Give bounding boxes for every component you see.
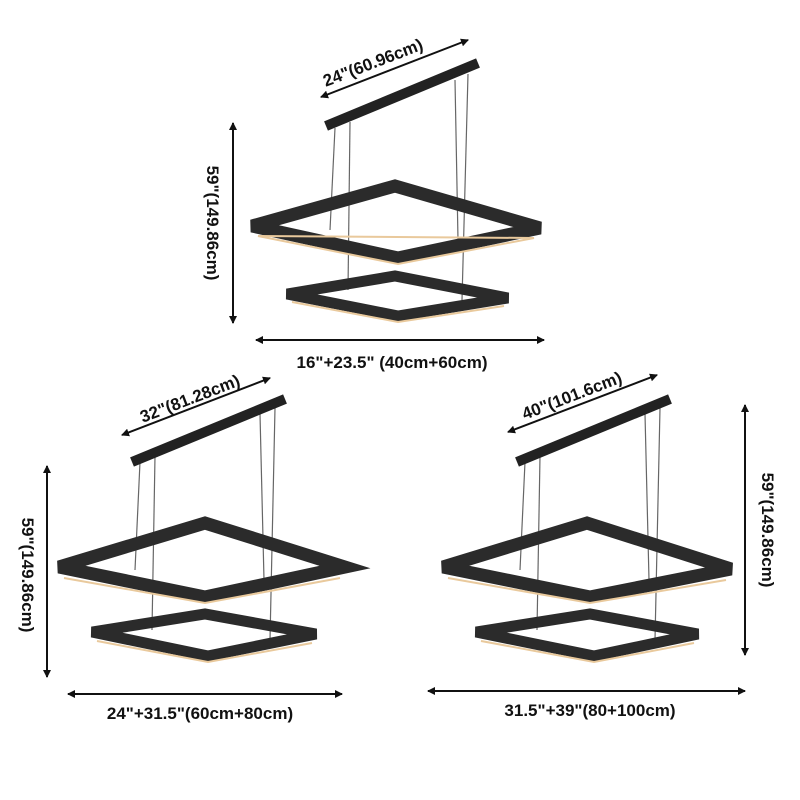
canopy-dimension-arrow [121, 376, 271, 437]
upper-frame-glow [447, 577, 727, 605]
lower-frame-glow [480, 640, 695, 664]
height-dimension-label: 59"(149.86cm) [758, 473, 777, 588]
lower-frame [90, 608, 318, 662]
width-dimension-label: 16"+23.5" (40cm+60cm) [297, 353, 488, 372]
upper-frame [441, 516, 733, 604]
lower-frame [474, 608, 700, 662]
lower-frame-glow [291, 301, 505, 324]
lamp-large [441, 394, 733, 664]
wires [329, 73, 469, 301]
canopy-dimension-label: 40"(101.6cm) [519, 368, 624, 424]
height-dimension-label: 59"(149.86cm) [18, 518, 37, 633]
lamp-medium [57, 394, 371, 664]
lower-frame [285, 270, 510, 322]
upper-frame-glow [63, 577, 341, 605]
upper-frame-glow [257, 235, 535, 266]
upper-frame [57, 516, 371, 604]
height-dimension-label: 59"(149.86cm) [203, 166, 222, 281]
canopy-dimension-arrow [507, 373, 658, 434]
width-dimension-label: 24"+31.5"(60cm+80cm) [107, 704, 293, 723]
canopy-dimension-arrow [320, 38, 469, 99]
upper-frame [250, 179, 542, 265]
lower-frame-glow [96, 640, 313, 664]
width-dimension-label: 31.5"+39"(80+100cm) [504, 701, 675, 720]
lamp-small [250, 58, 542, 324]
